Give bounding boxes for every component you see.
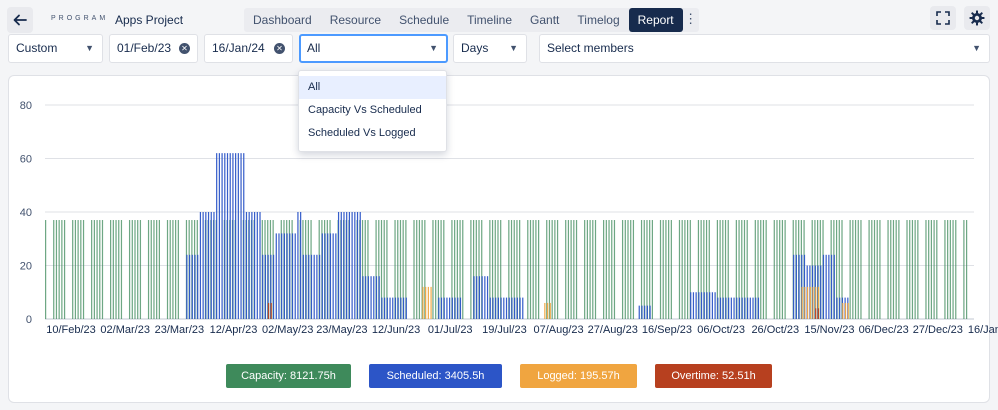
end-date-field[interactable]: 16/Jan/24 ✕ xyxy=(204,34,293,63)
tab-dashboard[interactable]: Dashboard xyxy=(253,13,312,27)
granularity-value: Days xyxy=(461,41,489,55)
option-scheduled-vs-logged[interactable]: Scheduled Vs Logged xyxy=(308,127,416,139)
end-date-value: 16/Jan/24 xyxy=(212,41,265,55)
chevron-down-icon: ▼ xyxy=(972,43,981,53)
back-button[interactable] xyxy=(7,7,33,33)
start-date-field[interactable]: 01/Feb/23 ✕ xyxy=(109,34,198,63)
settings-button[interactable] xyxy=(964,6,990,30)
members-placeholder: Select members xyxy=(547,41,634,55)
chevron-down-icon: ▼ xyxy=(85,43,94,53)
legend-logged[interactable]: Logged: 195.57h xyxy=(520,364,637,388)
chevron-down-icon: ▼ xyxy=(509,43,518,53)
filter-bar: Custom ▼ 01/Feb/23 ✕ 16/Jan/24 ✕ All ▼ D… xyxy=(0,34,998,64)
clear-icon[interactable]: ✕ xyxy=(179,43,190,54)
tab-resource[interactable]: Resource xyxy=(329,13,382,27)
report-type-dropdown: All Capacity Vs Scheduled Scheduled Vs L… xyxy=(298,70,447,152)
option-all[interactable]: All xyxy=(299,76,446,99)
granularity-select[interactable]: Days ▼ xyxy=(453,34,527,63)
project-name: Apps Project xyxy=(115,13,184,27)
tab-timelog[interactable]: Timelog xyxy=(577,13,620,27)
chevron-down-icon: ▼ xyxy=(429,43,438,53)
clear-icon[interactable]: ✕ xyxy=(274,43,285,54)
legend-overtime[interactable]: Overtime: 52.51h xyxy=(655,364,772,388)
range-value: Custom xyxy=(16,41,58,55)
gear-icon xyxy=(969,10,985,26)
tab-schedule[interactable]: Schedule xyxy=(399,13,450,27)
nav-tabs: Dashboard Resource Schedule Timeline Gan… xyxy=(244,8,699,32)
more-options-icon[interactable]: ⋮ xyxy=(684,11,698,26)
program-label: PROGRAM xyxy=(51,15,109,22)
report-type-select[interactable]: All ▼ xyxy=(299,34,448,63)
fullscreen-icon xyxy=(936,11,950,25)
arrow-left-icon xyxy=(13,14,27,26)
fullscreen-button[interactable] xyxy=(930,6,956,30)
legend-scheduled[interactable]: Scheduled: 3405.5h xyxy=(369,364,502,388)
legend-capacity[interactable]: Capacity: 8121.75h xyxy=(226,364,351,388)
range-select[interactable]: Custom ▼ xyxy=(8,34,103,63)
members-select[interactable]: Select members ▼ xyxy=(539,34,990,63)
tab-timeline[interactable]: Timeline xyxy=(467,13,513,27)
top-bar: PROGRAM Apps Project Dashboard Resource … xyxy=(0,0,998,34)
start-date-value: 01/Feb/23 xyxy=(117,41,172,55)
report-chart-card xyxy=(8,75,990,403)
tab-report[interactable]: Report xyxy=(628,8,683,32)
tab-gantt[interactable]: Gantt xyxy=(530,13,560,27)
report-type-value: All xyxy=(307,41,321,55)
option-capacity-vs-scheduled[interactable]: Capacity Vs Scheduled xyxy=(308,104,422,116)
